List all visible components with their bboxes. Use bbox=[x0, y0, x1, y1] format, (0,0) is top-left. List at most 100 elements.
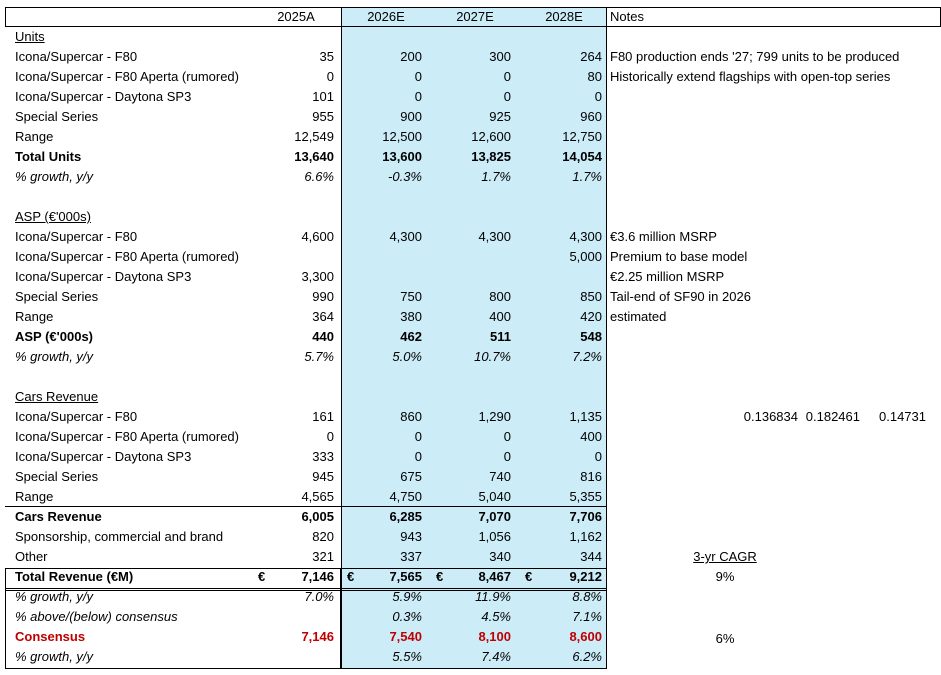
units-row-value-1[interactable]: 900 bbox=[400, 109, 422, 124]
asp-row-value-2[interactable]: 400 bbox=[489, 309, 511, 324]
cars-row-value-3[interactable]: 5,355 bbox=[569, 489, 602, 504]
cars-row-label[interactable]: Special Series bbox=[15, 469, 99, 484]
asp-row-value-2[interactable] bbox=[430, 247, 511, 267]
col-header-2026e[interactable]: 2026E bbox=[367, 9, 405, 24]
cars-revenue-total-row-value-1[interactable]: 6,285 bbox=[389, 509, 422, 524]
vs-consensus-row-value-3[interactable]: 7.1% bbox=[572, 609, 602, 624]
units-heading-label[interactable]: Units bbox=[15, 29, 45, 44]
sponsorship-row-label[interactable]: Sponsorship, commercial and brand bbox=[15, 529, 224, 544]
cars-row-value-2[interactable]: 740 bbox=[489, 469, 511, 484]
units-row-value-0[interactable]: 35 bbox=[319, 49, 334, 64]
asp-row-value-3[interactable]: 420 bbox=[580, 309, 602, 324]
units-row-value-3[interactable]: 12,750 bbox=[562, 129, 602, 144]
cars-row-value-0[interactable]: 0 bbox=[326, 429, 334, 444]
asp-row-note[interactable]: Tail-end of SF90 in 2026 bbox=[610, 289, 751, 304]
asp-row-value-2[interactable] bbox=[430, 267, 511, 287]
units-row-label[interactable]: Icona/Supercar - Daytona SP3 bbox=[15, 89, 192, 104]
cars-row-value-2[interactable]: 1,290 bbox=[478, 409, 511, 424]
units-row-value-0[interactable]: 0 bbox=[326, 69, 334, 84]
cars-row-value-3[interactable]: 816 bbox=[580, 469, 602, 484]
total-revenue-row-value-2[interactable]: 8,467 bbox=[478, 569, 511, 584]
asp-total-row-value-0[interactable]: 440 bbox=[312, 329, 334, 344]
stray-value-3[interactable]: 0.14731 bbox=[879, 409, 926, 424]
vs-consensus-row-label[interactable]: % above/(below) consensus bbox=[15, 609, 178, 624]
units-row-value-3[interactable]: 264 bbox=[580, 49, 602, 64]
asp-row-note[interactable]: €2.25 million MSRP bbox=[610, 269, 725, 284]
units-row-value-2[interactable]: 12,600 bbox=[471, 129, 511, 144]
cars-row-value-2[interactable]: 0 bbox=[503, 449, 511, 464]
cars-row-value-0[interactable]: 945 bbox=[312, 469, 334, 484]
asp-growth-row-value-0[interactable]: 5.7% bbox=[304, 349, 334, 364]
units-row-note[interactable] bbox=[610, 127, 930, 147]
cars-row-note[interactable] bbox=[610, 427, 930, 447]
units-growth-row-label[interactable]: % growth, y/y bbox=[15, 169, 94, 184]
units-row-value-1[interactable]: 200 bbox=[400, 49, 422, 64]
consensus-row-value-3[interactable]: 8,600 bbox=[569, 629, 602, 644]
cars-revenue-total-row-value-2[interactable]: 7,070 bbox=[478, 509, 511, 524]
units-row-value-2[interactable]: 925 bbox=[489, 109, 511, 124]
consensus-row-value-2[interactable]: 8,100 bbox=[478, 629, 511, 644]
cars-revenue-total-row-value-0[interactable]: 6,005 bbox=[301, 509, 334, 524]
stray-value-2[interactable]: 0.182461 bbox=[805, 409, 860, 424]
asp-row-note[interactable]: estimated bbox=[610, 309, 667, 324]
consensus-growth-row-value-2[interactable]: 7.4% bbox=[481, 649, 511, 664]
cars-row-label[interactable]: Icona/Supercar - F80 Aperta (rumored) bbox=[15, 429, 239, 444]
asp-row-value-1[interactable] bbox=[341, 247, 422, 267]
total-units-row-label[interactable]: Total Units bbox=[15, 149, 82, 164]
units-row-note[interactable] bbox=[610, 107, 930, 127]
total-units-row-value-0[interactable]: 13,640 bbox=[294, 149, 334, 164]
revenue-growth-row-value-1[interactable]: 5.9% bbox=[392, 589, 422, 604]
asp-total-row-value-3[interactable]: 548 bbox=[580, 329, 602, 344]
units-row-note[interactable] bbox=[610, 87, 930, 107]
asp-row-value-3[interactable] bbox=[519, 267, 602, 287]
asp-row-value-0[interactable] bbox=[250, 247, 334, 267]
consensus-row-value-1[interactable]: 7,540 bbox=[389, 629, 422, 644]
asp-row-value-2[interactable]: 800 bbox=[489, 289, 511, 304]
cars-row-note[interactable] bbox=[610, 447, 930, 467]
col-header-notes[interactable]: Notes bbox=[610, 9, 644, 24]
cars-row-value-3[interactable]: 400 bbox=[580, 429, 602, 444]
sponsorship-row-value-2[interactable]: 1,056 bbox=[478, 529, 511, 544]
cars-row-note[interactable] bbox=[610, 487, 930, 507]
asp-row-value-0[interactable]: 990 bbox=[312, 289, 334, 304]
cars-revenue-total-row-value-3[interactable]: 7,706 bbox=[569, 509, 602, 524]
units-growth-row-value-1[interactable]: -0.3% bbox=[388, 169, 422, 184]
asp-growth-row-value-2[interactable]: 10.7% bbox=[474, 349, 511, 364]
consensus-cagr-value[interactable]: 6% bbox=[715, 631, 735, 646]
cars-row-value-1[interactable]: 675 bbox=[400, 469, 422, 484]
units-row-value-3[interactable]: 960 bbox=[580, 109, 602, 124]
units-row-value-0[interactable]: 101 bbox=[312, 89, 334, 104]
vs-consensus-row-value-1[interactable]: 0.3% bbox=[392, 609, 422, 624]
sponsorship-row-value-3[interactable]: 1,162 bbox=[569, 529, 602, 544]
revenue-growth-row-value-3[interactable]: 8.8% bbox=[572, 589, 602, 604]
asp-row-note[interactable]: Premium to base model bbox=[610, 249, 748, 264]
asp-row-label[interactable]: Range bbox=[15, 309, 54, 324]
units-row-label[interactable]: Icona/Supercar - F80 Aperta (rumored) bbox=[15, 69, 239, 84]
units-row-value-3[interactable]: 80 bbox=[587, 69, 602, 84]
asp-row-value-0[interactable]: 364 bbox=[312, 309, 334, 324]
units-row-note[interactable]: F80 production ends '27; 799 units to be… bbox=[610, 49, 900, 64]
col-header-2028e[interactable]: 2028E bbox=[545, 9, 583, 24]
consensus-row-value-0[interactable]: 7,146 bbox=[301, 629, 334, 644]
cars-row-note[interactable] bbox=[610, 467, 930, 487]
units-growth-row-value-0[interactable]: 6.6% bbox=[304, 169, 334, 184]
asp-row-value-0[interactable]: 3,300 bbox=[301, 269, 334, 284]
revenue-growth-row-label[interactable]: % growth, y/y bbox=[15, 589, 94, 604]
asp-row-value-2[interactable]: 4,300 bbox=[478, 229, 511, 244]
units-row-value-2[interactable]: 0 bbox=[503, 69, 511, 84]
cagr-value[interactable]: 9% bbox=[715, 569, 735, 584]
cars-row-value-0[interactable]: 4,565 bbox=[301, 489, 334, 504]
asp-row-label[interactable]: Icona/Supercar - F80 Aperta (rumored) bbox=[15, 249, 239, 264]
asp-row-note[interactable]: €3.6 million MSRP bbox=[610, 229, 717, 244]
asp-row-value-1[interactable]: 750 bbox=[400, 289, 422, 304]
other-row-value-1[interactable]: 337 bbox=[400, 549, 422, 564]
cars-heading-label[interactable]: Cars Revenue bbox=[15, 389, 99, 404]
cars-row-value-0[interactable]: 333 bbox=[312, 449, 334, 464]
cars-row-value-1[interactable]: 4,750 bbox=[389, 489, 422, 504]
units-row-value-2[interactable]: 0 bbox=[503, 89, 511, 104]
col-header-2027e[interactable]: 2027E bbox=[456, 9, 494, 24]
other-row-label[interactable]: Other bbox=[15, 549, 48, 564]
asp-row-value-1[interactable] bbox=[341, 267, 422, 287]
units-row-value-1[interactable]: 0 bbox=[414, 89, 422, 104]
sponsorship-row-value-1[interactable]: 943 bbox=[400, 529, 422, 544]
